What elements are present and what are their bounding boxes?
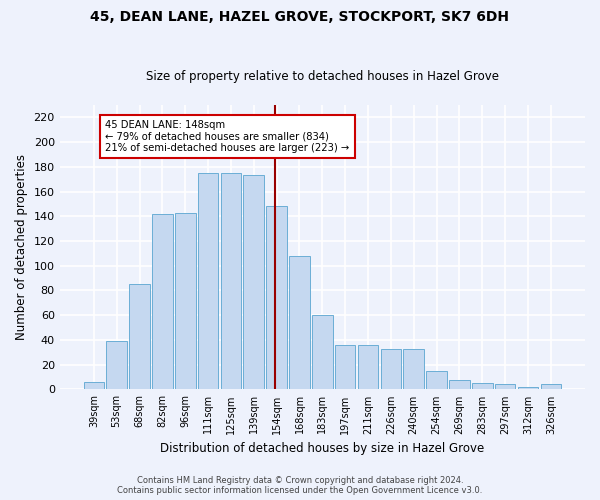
Bar [358, 345, 379, 390]
Text: 45 DEAN LANE: 148sqm
← 79% of detached houses are smaller (834)
21% of semi-deta: 45 DEAN LANE: 148sqm ← 79% of detached h… [105, 120, 350, 153]
Bar [152, 214, 173, 390]
X-axis label: Distribution of detached houses by size in Hazel Grove: Distribution of detached houses by size … [160, 442, 484, 455]
Bar [427, 371, 447, 390]
Bar [403, 348, 424, 390]
Bar [380, 348, 401, 390]
Bar [198, 173, 218, 390]
Y-axis label: Number of detached properties: Number of detached properties [15, 154, 28, 340]
Bar [266, 206, 287, 390]
Bar [472, 383, 493, 390]
Bar [129, 284, 150, 390]
Bar [83, 382, 104, 390]
Bar [495, 384, 515, 390]
Bar [449, 380, 470, 390]
Text: Contains HM Land Registry data © Crown copyright and database right 2024.
Contai: Contains HM Land Registry data © Crown c… [118, 476, 482, 495]
Bar [289, 256, 310, 390]
Bar [518, 387, 538, 390]
Bar [244, 176, 264, 390]
Bar [106, 341, 127, 390]
Text: 45, DEAN LANE, HAZEL GROVE, STOCKPORT, SK7 6DH: 45, DEAN LANE, HAZEL GROVE, STOCKPORT, S… [91, 10, 509, 24]
Bar [541, 384, 561, 390]
Bar [335, 345, 355, 390]
Bar [312, 315, 332, 390]
Bar [175, 212, 196, 390]
Bar [221, 173, 241, 390]
Title: Size of property relative to detached houses in Hazel Grove: Size of property relative to detached ho… [146, 70, 499, 83]
